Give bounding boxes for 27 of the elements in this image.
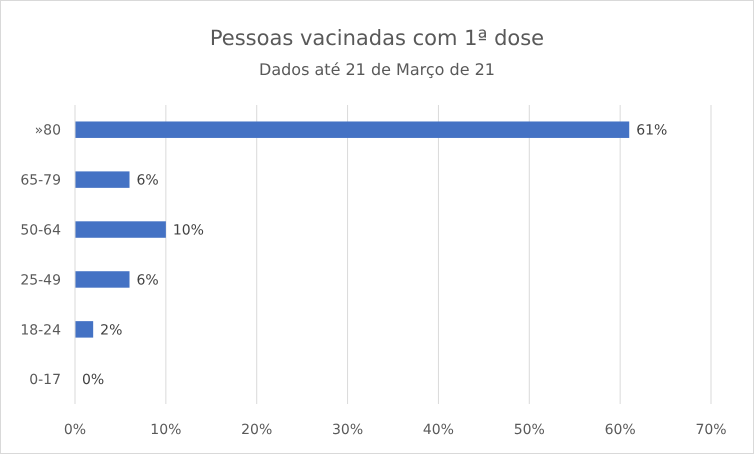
x-tick-label: 60% <box>604 422 636 438</box>
x-tick-label: 30% <box>332 422 364 438</box>
x-tick-label: 70% <box>695 422 727 438</box>
y-tick-label: 25-49 <box>20 272 61 288</box>
chart-title: Pessoas vacinadas com 1ª dose <box>210 26 544 50</box>
x-tick-label: 0% <box>64 422 86 438</box>
data-label: 6% <box>136 272 159 288</box>
data-label: 61% <box>636 122 668 139</box>
bar <box>75 171 130 188</box>
bar <box>75 221 166 238</box>
y-tick-label: »80 <box>34 122 61 139</box>
y-tick-label: 0-17 <box>29 372 61 388</box>
bar <box>75 121 630 138</box>
y-tick-label: 65-79 <box>20 172 61 189</box>
bar <box>75 321 94 338</box>
data-label: 10% <box>172 222 204 238</box>
data-label: 6% <box>136 172 159 189</box>
y-tick-label: 50-64 <box>20 222 62 238</box>
bar <box>75 271 130 288</box>
data-label: 2% <box>100 322 122 338</box>
data-label: 0% <box>82 372 104 388</box>
y-tick-label: 18-24 <box>20 322 62 338</box>
x-tick-label: 10% <box>150 422 182 438</box>
x-tick-label: 40% <box>422 422 454 438</box>
chart-subtitle: Dados até 21 de Março de 21 <box>259 60 495 79</box>
x-tick-label: 20% <box>241 422 272 438</box>
x-tick-label: 50% <box>514 422 545 438</box>
